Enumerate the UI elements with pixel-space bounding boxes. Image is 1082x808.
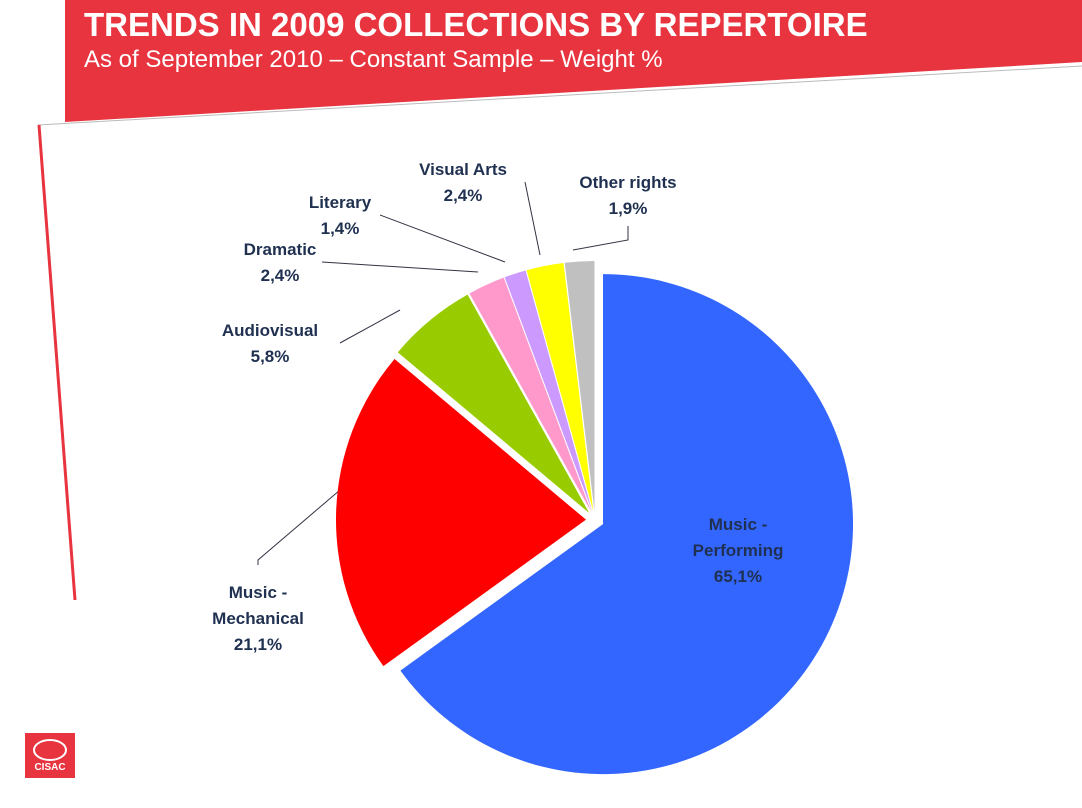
title-banner (65, 0, 1082, 122)
leader-line (257, 489, 341, 565)
pie-slice (469, 277, 592, 512)
data-label: Visual Arts 2,4% (398, 157, 528, 209)
value-label: 1,4% (320, 219, 360, 238)
card-edge (37, 65, 1082, 126)
leader-line (379, 214, 506, 263)
data-label: Literary 1,4% (275, 190, 405, 242)
pie-slice (336, 358, 587, 667)
data-label: Dramatic 2,4% (215, 237, 345, 289)
leader-line (321, 261, 479, 273)
chart-subtitle: As of September 2010 – Constant Sample –… (84, 46, 663, 73)
data-label: Music - Performing 65,1% (673, 512, 803, 590)
category-label: Music - Mechanical (212, 583, 304, 628)
value-label: 2,4% (260, 266, 300, 285)
value-label: 21,1% (233, 635, 283, 654)
data-label: Audiovisual 5,8% (205, 318, 335, 370)
value-label: 65,1% (713, 567, 763, 586)
category-label: Visual Arts (419, 160, 507, 179)
leader-line (339, 309, 401, 344)
value-label: 1,9% (608, 199, 648, 218)
category-label: Other rights (579, 173, 677, 192)
logo-text: CISAC (34, 762, 66, 773)
pie-slice (504, 270, 593, 512)
chart-title: TRENDS IN 2009 COLLECTIONS BY REPERTOIRE (84, 6, 868, 43)
pie-slice (526, 262, 594, 512)
pie-slice (564, 261, 595, 512)
data-label: Music - Mechanical 21,1% (193, 580, 323, 658)
pie-slice (397, 294, 590, 514)
value-label: 2,4% (443, 186, 483, 205)
category-label: Music - Performing (692, 515, 784, 560)
value-label: 5,8% (250, 347, 290, 366)
leader-line (524, 181, 541, 256)
card-side (37, 124, 77, 601)
logo-mark (33, 739, 67, 761)
category-label: Audiovisual (221, 321, 319, 340)
category-label: Dramatic (243, 240, 317, 259)
leader-line (572, 226, 629, 251)
category-label: Literary (308, 193, 372, 212)
data-label: Other rights 1,9% (563, 170, 693, 222)
pie-slice (400, 274, 854, 775)
